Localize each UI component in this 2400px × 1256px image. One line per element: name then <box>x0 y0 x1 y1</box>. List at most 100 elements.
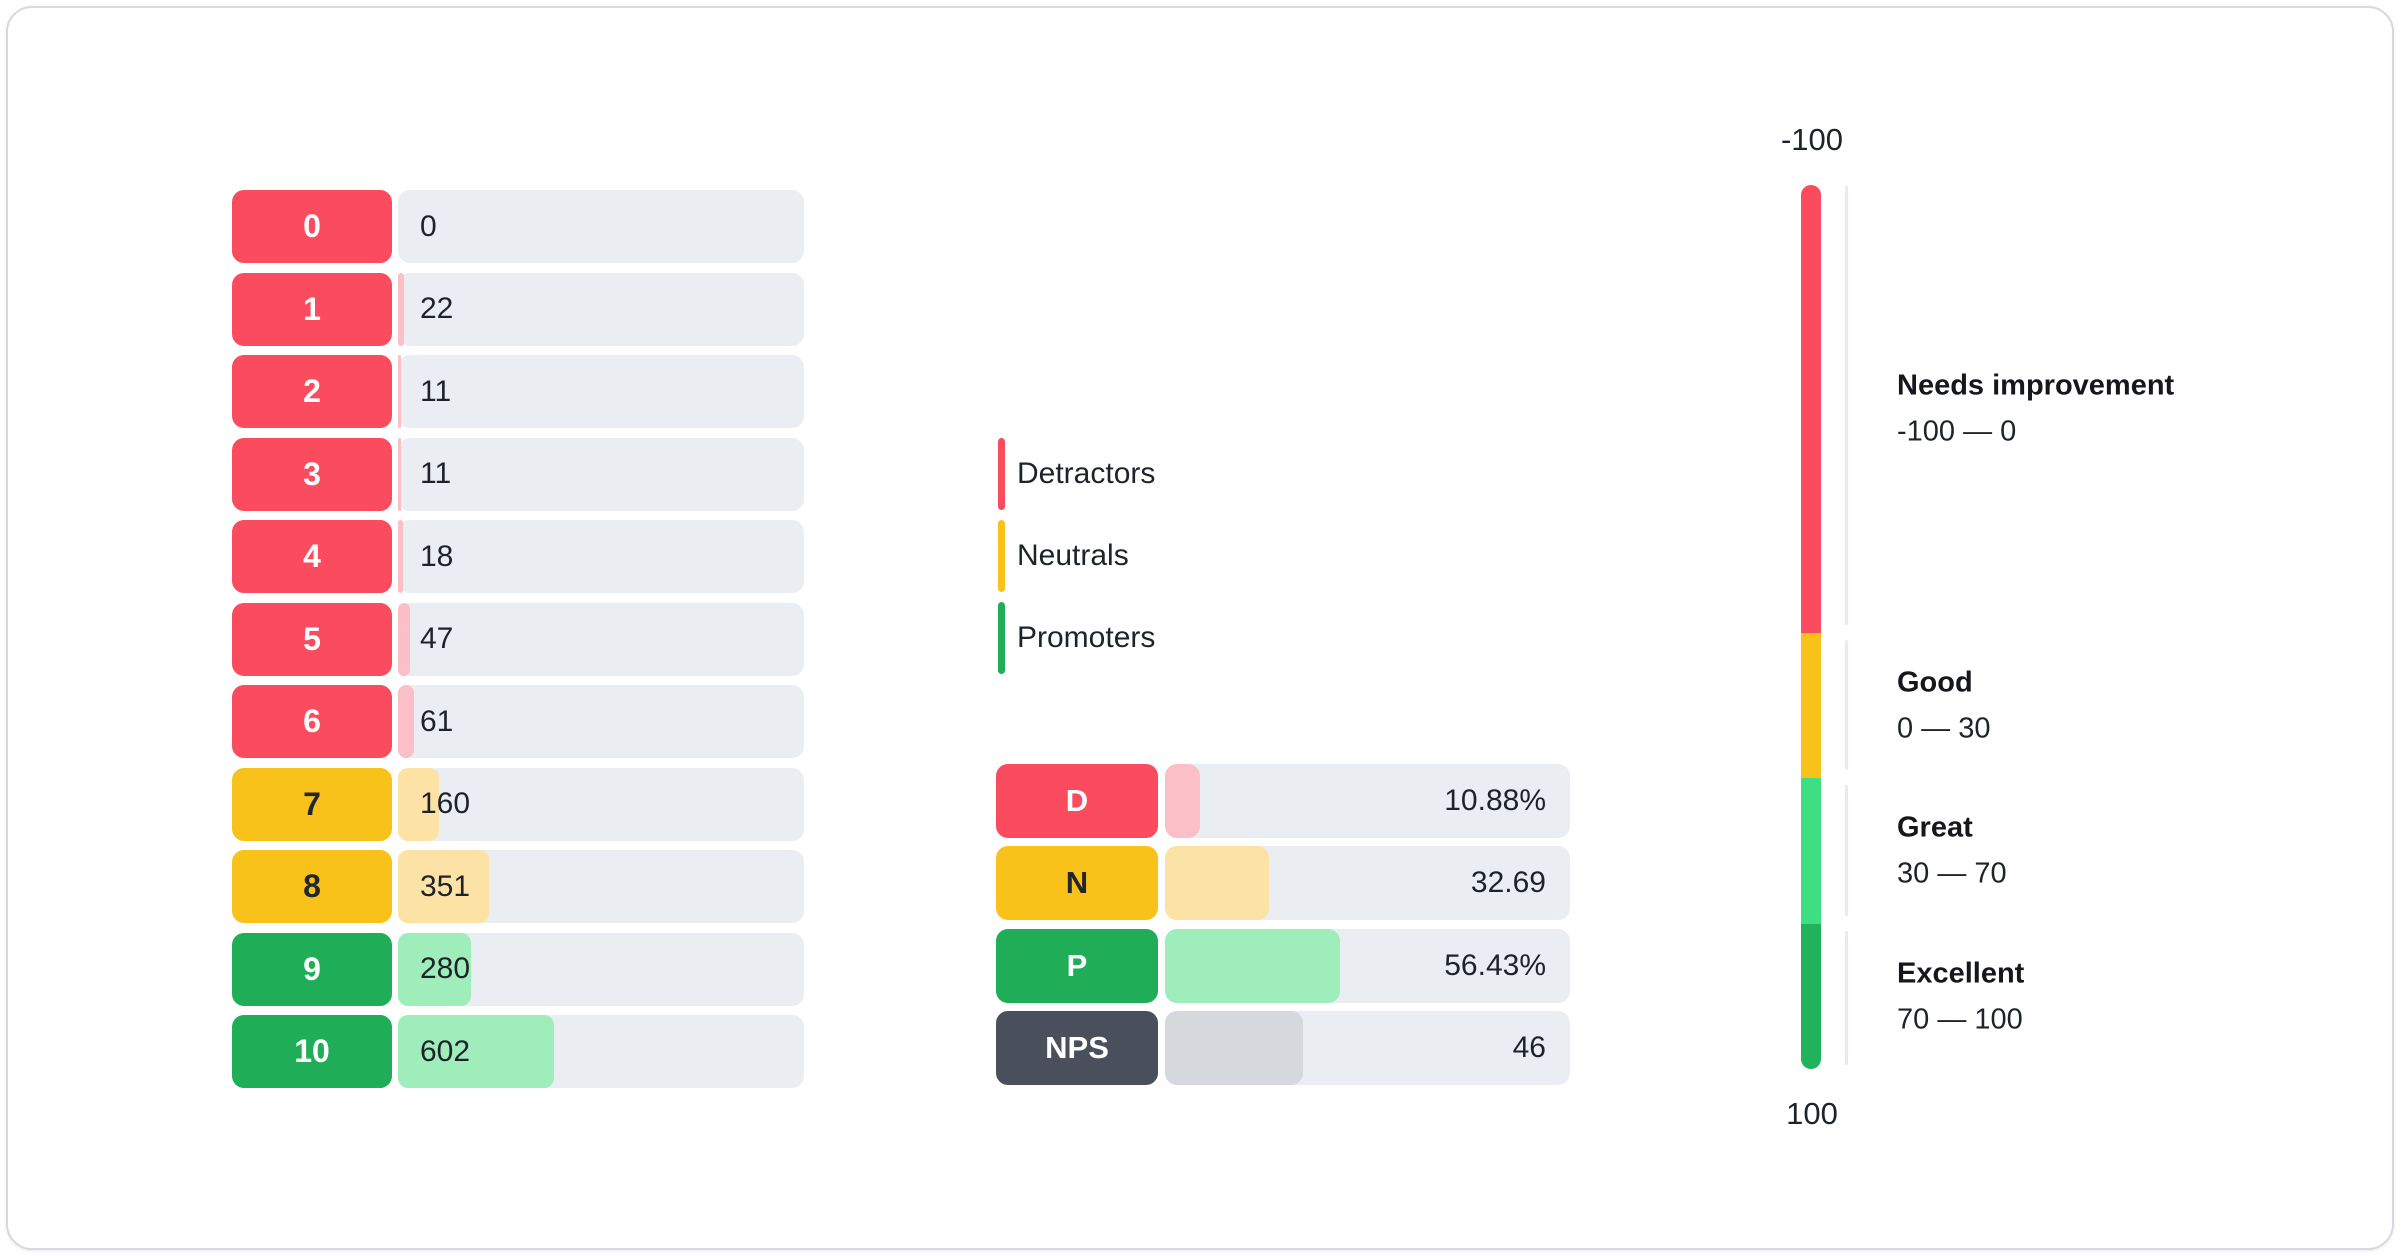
bar-fill <box>398 520 403 593</box>
bar-track: 10.88% <box>1165 764 1570 838</box>
gauge-min-label: 100 <box>1786 1096 1838 1131</box>
bar-track: 280 <box>398 932 804 1006</box>
gauge-zone-label: Great 30 — 70 <box>1897 812 2007 891</box>
bar-track: 46 <box>1165 1010 1570 1085</box>
bar-track: 22 <box>398 272 804 346</box>
gauge-zone-label: Good 0 — 30 <box>1897 666 1991 745</box>
score-badge: 10 <box>232 1015 392 1088</box>
gauge-max-label: -100 <box>1780 122 1844 157</box>
gauge-axis-line-segment <box>1845 186 1848 625</box>
score-badge: 7 <box>232 767 392 841</box>
bar-track: 32.69 <box>1165 846 1570 921</box>
gauge-bar <box>1801 185 1821 1069</box>
score-badge: 2 <box>232 355 392 428</box>
summary-badge: D <box>996 764 1158 838</box>
score-badge: 1 <box>232 272 392 346</box>
distribution-row: 7 160 <box>232 767 804 841</box>
gauge-zone-range: -100 — 0 <box>1897 415 2017 448</box>
score-badge: 3 <box>232 437 392 511</box>
distribution-row: 1 22 <box>232 272 804 346</box>
bar-track: 351 <box>398 850 804 923</box>
bar-track: 11 <box>398 355 804 428</box>
summary-value: 46 <box>1512 1030 1546 1064</box>
score-badge: 8 <box>232 850 392 923</box>
count-label: 11 <box>420 374 452 408</box>
gauge-zone-label: Excellent 70 — 100 <box>1897 957 2024 1036</box>
gauge-zone-range: 0 — 30 <box>1897 712 1991 744</box>
gauge-zone-range: 30 — 70 <box>1897 857 2007 890</box>
bar-fill <box>1165 1010 1304 1085</box>
summary-value: 56.43% <box>1444 948 1546 982</box>
bar-fill <box>398 767 440 841</box>
bar-fill <box>398 932 471 1006</box>
bar-fill <box>1165 846 1270 921</box>
bar-track: 18 <box>398 520 804 593</box>
gauge-segment <box>1801 924 1821 1069</box>
gauge-zone-title: Good <box>1897 666 1973 698</box>
legend-label: Detractors <box>1017 457 1156 490</box>
gauge-segment <box>1801 185 1821 633</box>
distribution-row: 6 61 <box>232 685 804 758</box>
score-badge: 6 <box>232 685 392 758</box>
count-label: 351 <box>420 869 471 903</box>
gauge-zone-title: Excellent <box>1897 957 2025 989</box>
summary-row: N 32.69 <box>996 846 1570 921</box>
gauge-axis-line <box>1845 185 1848 1069</box>
score-badge: 5 <box>232 602 392 676</box>
distribution-row: 4 18 <box>232 520 804 593</box>
bar-track: 11 <box>398 437 804 511</box>
gauge-zone-label: Needs improvement -100 — 0 <box>1897 370 2174 449</box>
legend: Detractors Neutrals Promoters <box>998 438 1155 684</box>
gauge-zone-title: Needs improvement <box>1897 369 2175 402</box>
summary-row: P 56.43% <box>996 928 1570 1003</box>
legend-label: Promoters <box>1017 621 1156 654</box>
count-label: 160 <box>420 787 471 820</box>
gauge-zone-title: Great <box>1897 811 1973 844</box>
gauge-axis-line-segment <box>1845 785 1848 916</box>
distribution-row: 8 351 <box>232 850 804 923</box>
bar-fill <box>398 355 401 428</box>
gauge-segment <box>1801 778 1821 924</box>
summary-row: NPS 46 <box>996 1010 1570 1085</box>
count-label: 18 <box>420 539 454 573</box>
count-label: 11 <box>420 457 452 490</box>
score-badge: 4 <box>232 520 392 593</box>
summary-badge: NPS <box>996 1010 1158 1085</box>
score-badge: 0 <box>232 190 392 263</box>
distribution-row: 10 602 <box>232 1015 804 1088</box>
count-label: 22 <box>420 292 454 325</box>
legend-item: Detractors <box>998 438 1155 510</box>
count-label: 280 <box>420 952 471 985</box>
nps-summary-chart: D 10.88% N 32.69 P 56.43% NPS 46 <box>996 764 1570 1093</box>
summary-badge: N <box>996 846 1158 921</box>
bar-track: 61 <box>398 685 804 758</box>
bar-track: 47 <box>398 602 804 676</box>
bar-track: 56.43% <box>1165 928 1570 1003</box>
distribution-row: 9 280 <box>232 932 804 1006</box>
summary-value: 10.88% <box>1444 784 1546 817</box>
bar-fill <box>398 437 401 511</box>
bar-track: 0 <box>398 190 804 263</box>
legend-label: Neutrals <box>1017 539 1129 572</box>
legend-item: Neutrals <box>998 520 1155 592</box>
count-label: 61 <box>420 704 454 738</box>
gauge-zone-range: 70 — 100 <box>1897 1003 2023 1035</box>
summary-badge: P <box>996 928 1158 1003</box>
count-label: 602 <box>420 1034 471 1068</box>
score-distribution-chart: 0 0 1 22 2 11 3 11 4 18 5 47 6 61 7 160 8 351 9 280 10 602 <box>232 190 804 1098</box>
summary-value: 32.69 <box>1470 866 1546 900</box>
bar-fill <box>398 272 404 346</box>
distribution-row: 5 47 <box>232 602 804 676</box>
legend-item: Promoters <box>998 602 1155 674</box>
bar-fill <box>1165 764 1200 838</box>
bar-track: 160 <box>398 767 804 841</box>
bar-fill <box>398 850 490 923</box>
distribution-row: 2 11 <box>232 355 804 428</box>
bar-fill <box>398 685 414 758</box>
distribution-row: 3 11 <box>232 437 804 511</box>
legend-swatch <box>998 438 1005 510</box>
count-label: 0 <box>420 209 437 243</box>
score-badge: 9 <box>232 932 392 1006</box>
bar-fill <box>1165 928 1340 1003</box>
